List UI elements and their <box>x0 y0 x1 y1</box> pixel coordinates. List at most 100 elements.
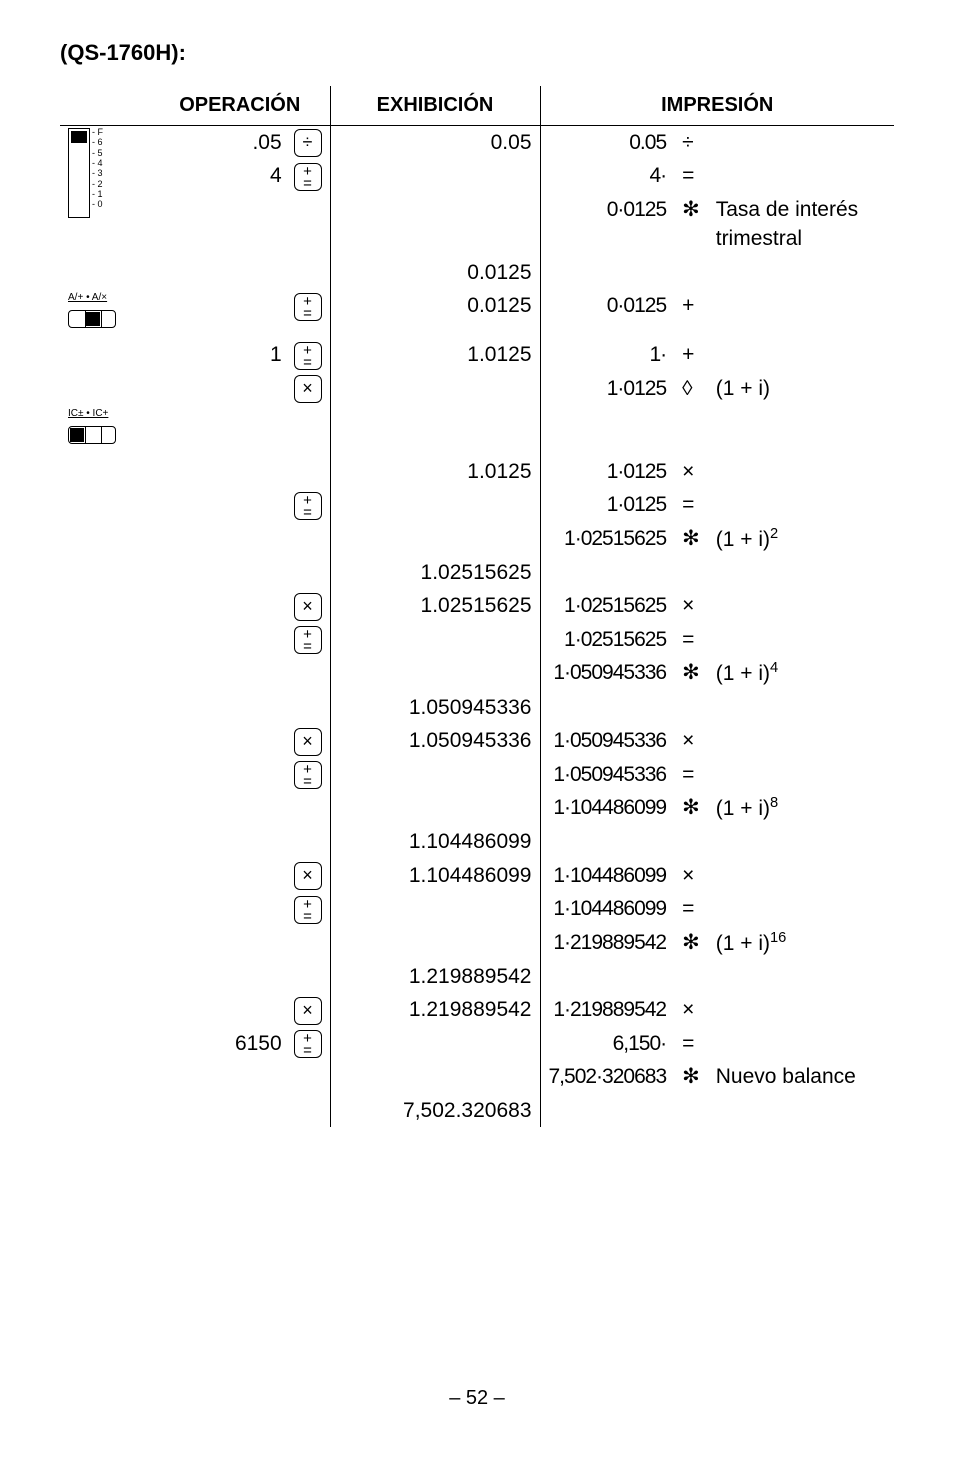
print-note <box>708 691 894 724</box>
print-note <box>708 758 894 791</box>
print-value <box>540 1094 674 1127</box>
display-cell <box>330 1060 540 1093</box>
print-note <box>708 338 894 371</box>
operation-cell <box>150 926 330 960</box>
table-row: 4 += 4·= <box>60 159 894 192</box>
print-note <box>708 1094 894 1127</box>
print-operator: × <box>674 455 708 488</box>
display-cell <box>330 372 540 405</box>
print-operator <box>674 825 708 858</box>
print-value: 1·0125 <box>540 455 674 488</box>
display-cell: 0.0125 <box>330 289 540 338</box>
table-row: 1.02515625 <box>60 556 894 589</box>
operation-cell: × <box>150 993 330 1026</box>
print-value: 4· <box>540 159 674 192</box>
operation-cell: += <box>150 623 330 656</box>
print-value: 1·0125 <box>540 488 674 521</box>
display-cell <box>330 488 540 521</box>
print-note <box>708 724 894 757</box>
print-operator: ✻ <box>674 926 708 960</box>
print-note <box>708 488 894 521</box>
print-operator: ✻ <box>674 193 708 256</box>
print-note <box>708 256 894 289</box>
print-note <box>708 556 894 589</box>
print-note <box>708 623 894 656</box>
display-cell: 1.02515625 <box>330 556 540 589</box>
print-value: 7,502·320683 <box>540 1060 674 1093</box>
key-plus-equals: += <box>294 342 322 370</box>
print-value: 1· <box>540 338 674 371</box>
print-note <box>708 859 894 892</box>
key-plus-equals: += <box>294 492 322 520</box>
print-operator: × <box>674 993 708 1026</box>
decimal-slider: - F- 6- 5- 4- 3- 2- 1- 0 <box>68 128 90 218</box>
operation-cell <box>150 960 330 993</box>
print-value <box>540 960 674 993</box>
table-row: 1 += 1.01251·+ <box>60 338 894 371</box>
switch-a: A/+ • A/× <box>68 291 116 336</box>
display-cell: 1.104486099 <box>330 825 540 858</box>
table-row: 1·104486099✻(1 + i)8 <box>60 791 894 825</box>
print-note <box>708 825 894 858</box>
print-note: Tasa de interés trimestral <box>708 193 894 256</box>
print-value <box>540 556 674 589</box>
print-value: 1·02515625 <box>540 522 674 556</box>
key-plus-equals: += <box>294 896 322 924</box>
operation-cell <box>150 556 330 589</box>
operation-cell <box>150 193 330 256</box>
print-note <box>708 455 894 488</box>
display-cell: 1.219889542 <box>330 960 540 993</box>
table-row: 1.104486099 <box>60 825 894 858</box>
table-row: 1.050945336 <box>60 691 894 724</box>
table-row: 7,502.320683 <box>60 1094 894 1127</box>
operation-number: 1 <box>270 343 282 366</box>
page-number: – 52 – <box>60 1387 894 1410</box>
table-row: += 1·0125= <box>60 488 894 521</box>
key-multiply: × <box>294 728 322 756</box>
print-operator: ✻ <box>674 1060 708 1093</box>
print-operator: = <box>674 758 708 791</box>
print-note <box>708 589 894 622</box>
print-operator: ◊ <box>674 372 708 405</box>
key-plus-equals: += <box>294 293 322 321</box>
print-value: 1·104486099 <box>540 791 674 825</box>
print-operator <box>674 556 708 589</box>
header-exhibicion: EXHIBICIÓN <box>330 86 540 126</box>
display-cell <box>330 926 540 960</box>
print-note <box>708 159 894 192</box>
operation-cell <box>150 825 330 858</box>
print-operator: × <box>674 859 708 892</box>
print-value: 1·050945336 <box>540 724 674 757</box>
table-row: × 1.025156251·02515625× <box>60 589 894 622</box>
print-value <box>540 825 674 858</box>
print-operator: × <box>674 724 708 757</box>
table-row: 1.219889542 <box>60 960 894 993</box>
key-multiply: × <box>294 593 322 621</box>
table-row: IC± • IC+ <box>60 405 894 454</box>
operation-cell: × <box>150 589 330 622</box>
display-cell: 1.104486099 <box>330 859 540 892</box>
table-row: += 1·050945336= <box>60 758 894 791</box>
operation-cell <box>150 1060 330 1093</box>
display-cell <box>330 522 540 556</box>
model-label: (QS-1760H): <box>60 40 894 66</box>
display-cell: 7,502.320683 <box>330 1094 540 1127</box>
key-divide: ÷ <box>294 129 322 157</box>
print-value: 0·0125 <box>540 193 674 256</box>
print-operator: = <box>674 488 708 521</box>
print-operator: = <box>674 892 708 925</box>
print-operator: + <box>674 289 708 338</box>
operation-cell: += <box>150 289 330 338</box>
print-note: (1 + i)8 <box>708 791 894 825</box>
operation-cell: += <box>150 758 330 791</box>
operation-cell <box>150 656 330 690</box>
operation-cell <box>150 1094 330 1127</box>
display-cell <box>330 1027 540 1060</box>
print-value: 1·0125 <box>540 372 674 405</box>
print-value: 1·02515625 <box>540 589 674 622</box>
operation-cell: += <box>150 488 330 521</box>
print-value: 1·02515625 <box>540 623 674 656</box>
operation-cell: .05 ÷ <box>150 126 330 160</box>
operation-cell <box>150 455 330 488</box>
key-multiply: × <box>294 997 322 1025</box>
